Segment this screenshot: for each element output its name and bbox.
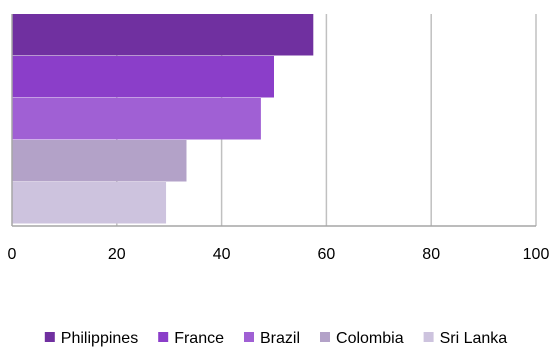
tick-label-60: 60 bbox=[318, 246, 336, 263]
tick-label-80: 80 bbox=[422, 246, 440, 263]
legend: Philippines France Brazil Colombia Sri Lanka bbox=[44, 330, 508, 347]
bar-brazil bbox=[12, 98, 261, 140]
legend-swatch-philippines bbox=[44, 332, 55, 342]
legend-item-brazil: Brazil bbox=[243, 330, 300, 347]
legend-label-sri-lanka: Sri Lanka bbox=[440, 330, 508, 347]
legend-label-france: France bbox=[174, 330, 224, 347]
bar-france bbox=[12, 56, 274, 98]
legend-swatch-france bbox=[158, 332, 169, 342]
bar-colombia bbox=[12, 140, 187, 182]
tick-label-20: 20 bbox=[108, 246, 126, 263]
tick-label-40: 40 bbox=[213, 246, 231, 263]
bar-philippines bbox=[12, 14, 314, 56]
legend-label-brazil: Brazil bbox=[260, 330, 300, 347]
legend-item-philippines: Philippines bbox=[44, 330, 138, 347]
legend-swatch-colombia bbox=[320, 332, 331, 342]
tick-label-100: 100 bbox=[523, 246, 550, 263]
legend-item-france: France bbox=[158, 330, 224, 347]
legend-swatch-brazil bbox=[243, 332, 254, 342]
value-axis: 0 20 40 60 80 100 bbox=[8, 14, 550, 263]
legend-swatch-sri-lanka bbox=[423, 332, 434, 342]
tick-label-0: 0 bbox=[8, 246, 17, 263]
legend-label-colombia: Colombia bbox=[336, 330, 404, 347]
bar-sri-lanka bbox=[12, 182, 167, 224]
bars bbox=[12, 14, 314, 224]
legend-item-colombia: Colombia bbox=[320, 330, 404, 347]
legend-label-philippines: Philippines bbox=[61, 330, 138, 347]
legend-item-sri-lanka: Sri Lanka bbox=[423, 330, 508, 347]
